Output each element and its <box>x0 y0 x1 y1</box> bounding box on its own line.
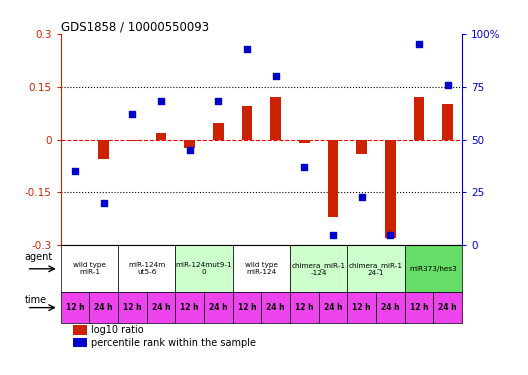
Bar <box>61 245 118 292</box>
Text: 24 h: 24 h <box>381 303 400 312</box>
Point <box>243 45 251 51</box>
Bar <box>213 123 224 140</box>
Bar <box>385 140 396 238</box>
Bar <box>127 140 138 141</box>
Bar <box>73 325 87 334</box>
Point <box>329 232 337 238</box>
Text: log10 ratio: log10 ratio <box>91 325 144 334</box>
Point <box>157 99 165 105</box>
Text: miR373/hes3: miR373/hes3 <box>409 266 457 272</box>
Text: chimera_miR-1
-124: chimera_miR-1 -124 <box>291 262 346 276</box>
Text: 24 h: 24 h <box>95 303 113 312</box>
Bar <box>299 140 310 143</box>
Text: 24 h: 24 h <box>209 303 228 312</box>
Text: percentile rank within the sample: percentile rank within the sample <box>91 338 256 348</box>
Text: 12 h: 12 h <box>295 303 314 312</box>
Text: time: time <box>25 295 47 305</box>
Bar <box>327 140 338 217</box>
Bar <box>233 245 290 292</box>
Text: agent: agent <box>25 252 53 262</box>
Bar <box>73 338 87 348</box>
Bar <box>404 292 433 323</box>
Bar <box>89 292 118 323</box>
Bar <box>319 292 347 323</box>
Bar <box>413 97 425 140</box>
Text: 24 h: 24 h <box>324 303 342 312</box>
Text: GDS1858 / 10000550093: GDS1858 / 10000550093 <box>61 21 209 34</box>
Text: wild type
miR-124: wild type miR-124 <box>245 262 278 275</box>
Text: 12 h: 12 h <box>410 303 428 312</box>
Bar <box>376 292 404 323</box>
Point <box>271 73 280 79</box>
Text: miR-124mut9-1
0: miR-124mut9-1 0 <box>176 262 232 275</box>
Bar <box>233 292 261 323</box>
Bar <box>433 292 462 323</box>
Bar <box>118 245 175 292</box>
Text: 12 h: 12 h <box>181 303 199 312</box>
Bar <box>442 104 453 140</box>
Bar <box>270 97 281 140</box>
Bar <box>261 292 290 323</box>
Point <box>185 147 194 153</box>
Bar <box>156 133 166 140</box>
Point <box>444 81 452 87</box>
Point <box>99 200 108 206</box>
Point <box>415 41 423 47</box>
Point <box>214 99 223 105</box>
Bar <box>175 292 204 323</box>
Point <box>128 111 137 117</box>
Bar <box>404 245 462 292</box>
Bar <box>290 245 347 292</box>
Text: 24 h: 24 h <box>152 303 171 312</box>
Point <box>386 232 394 238</box>
Text: chimera_miR-1
24-1: chimera_miR-1 24-1 <box>349 262 403 276</box>
Text: 24 h: 24 h <box>438 303 457 312</box>
Text: wild type
miR-1: wild type miR-1 <box>73 262 106 275</box>
Bar <box>61 292 89 323</box>
Text: 12 h: 12 h <box>123 303 142 312</box>
Point <box>71 168 79 174</box>
Bar <box>356 140 367 154</box>
Bar <box>184 140 195 148</box>
Bar <box>242 106 252 140</box>
Bar <box>347 292 376 323</box>
Bar <box>175 245 233 292</box>
Point <box>357 194 366 200</box>
Bar <box>98 140 109 159</box>
Bar <box>204 292 233 323</box>
Text: miR-124m
ut5-6: miR-124m ut5-6 <box>128 262 165 275</box>
Bar <box>147 292 175 323</box>
Text: 12 h: 12 h <box>238 303 256 312</box>
Text: 24 h: 24 h <box>267 303 285 312</box>
Bar <box>118 292 147 323</box>
Bar <box>347 245 404 292</box>
Text: 12 h: 12 h <box>352 303 371 312</box>
Bar <box>290 292 319 323</box>
Point <box>300 164 308 170</box>
Text: 12 h: 12 h <box>66 303 84 312</box>
